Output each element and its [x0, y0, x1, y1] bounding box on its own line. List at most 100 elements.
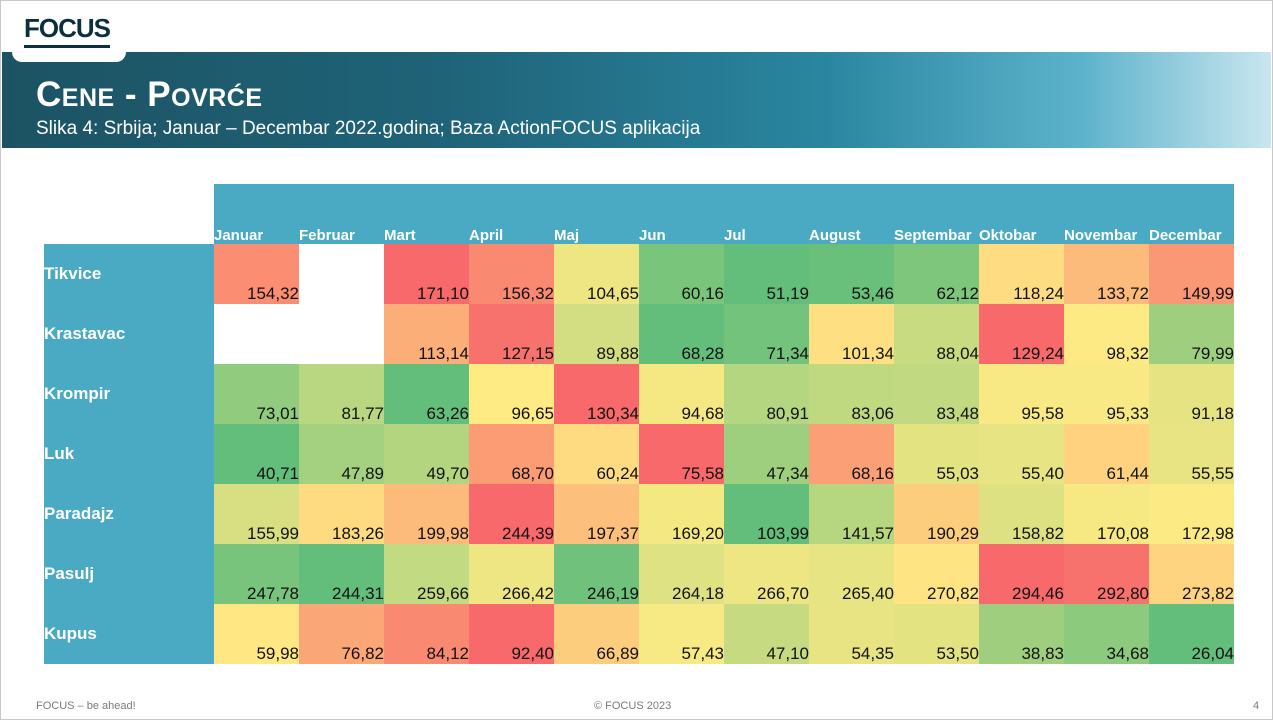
heatmap-cell: 264,18: [639, 544, 724, 604]
month-header: Novembar: [1064, 184, 1149, 244]
month-header-row: Januar Februar Mart April Maj Jun Jul August Sep…: [44, 184, 1234, 244]
heatmap-cell: 63,26: [384, 364, 469, 424]
heatmap-cell: 92,40: [469, 604, 554, 664]
table-row: Luk 40,71 47,89 49,70 68,70 60,24 75,58 47,34 68…: [44, 424, 1234, 484]
heatmap-cell: 53,46: [809, 244, 894, 304]
heatmap-cell: 34,68: [1064, 604, 1149, 664]
row-label: Luk: [44, 424, 214, 484]
table-row: Tikvice 154,32 171,10 156,32 104,65 60,16 51,1…: [44, 244, 1234, 304]
heatmap-cell: 94,68: [639, 364, 724, 424]
heatmap-cell: [214, 304, 299, 364]
heatmap-cell: 53,50: [894, 604, 979, 664]
heatmap-cell: 83,06: [809, 364, 894, 424]
heatmap-cell: 75,58: [639, 424, 724, 484]
heatmap-cell: 127,15: [469, 304, 554, 364]
heatmap-cell: 244,39: [469, 484, 554, 544]
heatmap-cell: 47,34: [724, 424, 809, 484]
heatmap-cell: 98,32: [1064, 304, 1149, 364]
heatmap-cell: 68,28: [639, 304, 724, 364]
footer-page-number: 4: [1253, 700, 1260, 712]
footer-tagline: FOCUS – be ahead!: [36, 700, 136, 712]
heatmap-cell: 55,55: [1149, 424, 1234, 484]
heatmap-cell: 26,04: [1149, 604, 1234, 664]
heatmap-cell: 40,71: [214, 424, 299, 484]
heatmap-cell: [299, 304, 384, 364]
row-label: Paradajz: [44, 484, 214, 544]
heatmap-cell: 80,91: [724, 364, 809, 424]
heatmap-cell: 129,24: [979, 304, 1064, 364]
row-label: Kupus: [44, 604, 214, 664]
logo-tab: [12, 2, 126, 62]
title-banner: [2, 52, 1271, 148]
heatmap-cell: 89,88: [554, 304, 639, 364]
month-header: Mart: [384, 184, 469, 244]
heatmap-cell: 76,82: [299, 604, 384, 664]
heatmap-cell: 57,43: [639, 604, 724, 664]
heatmap-cell: 156,32: [469, 244, 554, 304]
price-heatmap-table: Januar Februar Mart April Maj Jun Jul August Sep…: [44, 184, 1234, 664]
heatmap-cell: 154,32: [214, 244, 299, 304]
heatmap-cell: 55,40: [979, 424, 1064, 484]
heatmap-cell: 158,82: [979, 484, 1064, 544]
row-label: Pasulj: [44, 544, 214, 604]
page-subtitle: Slika 4: Srbija; Januar – Decembar 2022.…: [36, 118, 701, 139]
table-row: Krompir 73,01 81,77 63,26 96,65 130,34 94,68 80…: [44, 364, 1234, 424]
heatmap-cell: 60,16: [639, 244, 724, 304]
heatmap-cell: 38,83: [979, 604, 1064, 664]
heatmap-cell: 190,29: [894, 484, 979, 544]
heatmap-cell: 68,16: [809, 424, 894, 484]
heatmap-cell: 55,03: [894, 424, 979, 484]
heatmap-cell: 273,82: [1149, 544, 1234, 604]
heatmap-cell: 183,26: [299, 484, 384, 544]
heatmap-cell: 246,19: [554, 544, 639, 604]
heatmap-cell: 244,31: [299, 544, 384, 604]
month-header: Oktobar: [979, 184, 1064, 244]
heatmap-cell: 62,12: [894, 244, 979, 304]
row-label: Tikvice: [44, 244, 214, 304]
heatmap-cell: 172,98: [1149, 484, 1234, 544]
heatmap-cell: 247,78: [214, 544, 299, 604]
heatmap-cell: [299, 244, 384, 304]
heatmap-cell: 81,77: [299, 364, 384, 424]
row-label: Krastavac: [44, 304, 214, 364]
month-header: April: [469, 184, 554, 244]
heatmap-cell: 292,80: [1064, 544, 1149, 604]
month-header: Decembar: [1149, 184, 1234, 244]
heatmap-cell: 61,44: [1064, 424, 1149, 484]
footer-copyright: © FOCUS 2023: [594, 700, 672, 712]
heatmap-cell: 49,70: [384, 424, 469, 484]
heatmap-cell: 266,70: [724, 544, 809, 604]
table-corner: [44, 184, 214, 244]
heatmap-cell: 68,70: [469, 424, 554, 484]
heatmap-cell: 83,48: [894, 364, 979, 424]
row-label: Krompir: [44, 364, 214, 424]
heatmap-cell: 73,01: [214, 364, 299, 424]
heatmap-cell: 95,33: [1064, 364, 1149, 424]
heatmap-cell: 79,99: [1149, 304, 1234, 364]
heatmap-cell: 118,24: [979, 244, 1064, 304]
heatmap-cell: 155,99: [214, 484, 299, 544]
month-header: Maj: [554, 184, 639, 244]
heatmap-cell: 101,34: [809, 304, 894, 364]
heatmap-cell: 133,72: [1064, 244, 1149, 304]
heatmap-cell: 66,89: [554, 604, 639, 664]
page-title: Cene - Povrće: [36, 75, 263, 114]
heatmap-cell: 84,12: [384, 604, 469, 664]
table-row: Paradajz 155,99 183,26 199,98 244,39 197,37 16…: [44, 484, 1234, 544]
month-header: Februar: [299, 184, 384, 244]
heatmap-cell: 47,10: [724, 604, 809, 664]
month-header: Januar: [214, 184, 299, 244]
heatmap-cell: 266,42: [469, 544, 554, 604]
heatmap-cell: 169,20: [639, 484, 724, 544]
table-row: Kupus 59,98 76,82 84,12 92,40 66,89 57,43 47,10…: [44, 604, 1234, 664]
heatmap-cell: 54,35: [809, 604, 894, 664]
month-header: Septembar: [894, 184, 979, 244]
heatmap-cell: 294,46: [979, 544, 1064, 604]
heatmap-cell: 259,66: [384, 544, 469, 604]
month-header: Jun: [639, 184, 724, 244]
heatmap-cell: 59,98: [214, 604, 299, 664]
heatmap-cell: 270,82: [894, 544, 979, 604]
heatmap-cell: 149,99: [1149, 244, 1234, 304]
table-row: Krastavac 113,14 127,15 89,88 68,28 71,34 101,…: [44, 304, 1234, 364]
heatmap-cell: 130,34: [554, 364, 639, 424]
